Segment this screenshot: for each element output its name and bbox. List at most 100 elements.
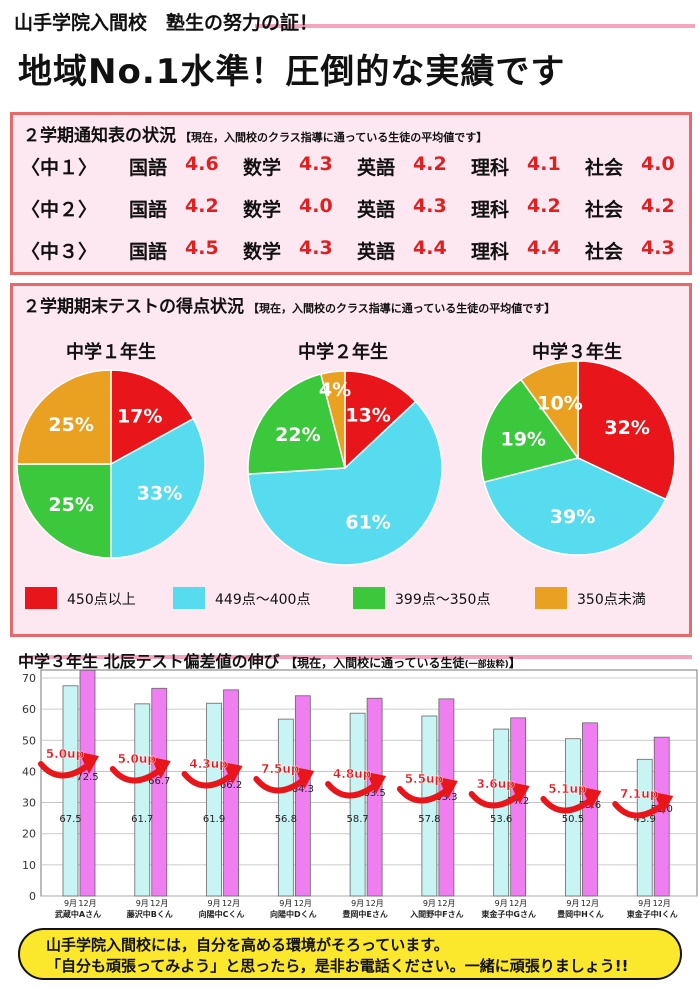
subject-name: 数学 <box>243 241 282 263</box>
grades-title: ２学期通知表の状況 【現在，入間校のクラス指導に通っている生徒の平均値です】 <box>23 121 487 146</box>
bar-value-label: 63.3 <box>435 792 457 803</box>
tests-title-text: ２学期期末テストの得点状況 <box>23 297 244 317</box>
bar-value-label: 53.6 <box>490 814 512 825</box>
subject-score: 4.2 <box>185 195 219 217</box>
pie-slice-label: 61% <box>345 511 390 533</box>
bar-sep <box>349 712 366 897</box>
subject-score: 4.3 <box>413 195 447 217</box>
pie-slice <box>247 400 443 566</box>
pie-slice-label: 22% <box>275 424 320 446</box>
legend-swatch-cyan <box>173 587 205 609</box>
gain-arrow <box>109 766 162 784</box>
bar-value-label: 66.2 <box>220 780 242 791</box>
bar-value-label: 66.7 <box>148 776 170 787</box>
x-series-label: 12月 <box>294 899 312 908</box>
pie-slice-label: 17% <box>117 405 162 427</box>
x-series-label: 9月 <box>208 899 221 908</box>
pie-title-3: 中学３年生 <box>532 342 622 363</box>
deviation-title-text: 中学３年生 北辰テスト偏差値の伸び <box>18 652 280 671</box>
gain-arrow-head <box>294 767 315 789</box>
pie-slice-label: 32% <box>604 417 649 439</box>
headline: 地域No.1水準！圧倒的な実績です <box>18 52 566 92</box>
pie-slice <box>110 369 195 466</box>
bar-value-label: 56.8 <box>275 814 297 825</box>
gain-arrow <box>325 781 378 799</box>
y-tick-label: 60 <box>22 703 36 716</box>
subject-score: 4.3 <box>641 237 675 259</box>
x-series-label: 12月 <box>78 899 96 908</box>
pie-slice <box>519 360 579 461</box>
footer-line-2: 「自分も頑張ってみよう」と思ったら，是非お電話ください。一緒に頑張りましょう!! <box>46 957 629 975</box>
pie-slice <box>577 360 676 501</box>
pie-slice-label: 25% <box>48 414 93 436</box>
subject-score: 4.2 <box>641 195 675 217</box>
bar-value-label: 64.3 <box>292 784 314 795</box>
subject-name: 英語 <box>357 157 396 179</box>
x-series-label: 12月 <box>653 899 671 908</box>
pie-slice <box>344 370 417 470</box>
grade-label: 〈中１〉 <box>21 157 98 179</box>
subject-score: 4.2 <box>527 195 561 217</box>
legend-label: 450点以上 <box>67 592 136 608</box>
x-series-label: 12月 <box>222 899 240 908</box>
pie-slice-label: 25% <box>48 494 93 516</box>
y-tick-label: 20 <box>22 828 36 841</box>
bar-value-label: 63.5 <box>363 788 385 799</box>
bar-sep <box>493 728 510 897</box>
subject-score: 4.0 <box>299 195 333 217</box>
tests-note: 【現在，入間校のクラス指導に通っている生徒の平均値です】 <box>248 302 556 315</box>
bar-value-label: 43.9 <box>634 814 656 825</box>
x-category-label: 向陽中Cくん <box>199 909 245 919</box>
x-series-label: 12月 <box>366 899 384 908</box>
bar-sep <box>206 702 222 897</box>
legend-label: 449点～400点 <box>215 592 311 608</box>
gain-label: 4.8up <box>333 767 372 781</box>
subject-score: 4.6 <box>185 153 219 175</box>
pie-slice-label: 39% <box>550 506 595 528</box>
deviation-note: 【現在，入間校に通っている生徒 <box>285 656 465 670</box>
pie-slice <box>247 373 346 475</box>
bar-dec <box>366 697 383 897</box>
x-category-label: 向陽中Dくん <box>270 909 317 919</box>
gain-arrow <box>38 761 90 779</box>
bar-sep <box>62 685 79 897</box>
bar-dec <box>653 736 670 897</box>
subject-score: 4.4 <box>413 237 447 259</box>
subject-name: 社会 <box>585 157 624 179</box>
bar-dec <box>151 687 168 897</box>
bar-value-label: 72.5 <box>76 772 98 783</box>
y-tick-label: 40 <box>22 765 36 778</box>
subject-name: 数学 <box>243 199 282 221</box>
gain-arrow-head <box>581 787 602 809</box>
gain-label: 5.1up <box>548 782 587 796</box>
pie-slice <box>483 457 667 556</box>
legend-swatch-red <box>25 587 57 609</box>
gain-arrow-head <box>509 782 530 804</box>
x-series-label: 9月 <box>64 899 77 908</box>
bar-value-label: 57.8 <box>418 814 440 825</box>
x-category-label: 東金子中Gさん <box>481 909 536 919</box>
subject-name: 理科 <box>471 199 510 221</box>
x-series-label: 12月 <box>509 899 527 908</box>
pie-slice-label: 13% <box>345 405 390 427</box>
subject-name: 数学 <box>243 157 282 179</box>
pie-slice <box>319 370 346 469</box>
subject-name: 国語 <box>129 241 168 263</box>
grade-row: 〈中１〉 国語 4.6 数学 4.3 英語 4.2 理科 4.1 社会 4.0 <box>21 153 683 183</box>
y-tick-label: 70 <box>22 672 36 685</box>
pie-slice-label: 33% <box>137 483 182 505</box>
y-tick-label: 10 <box>22 859 36 872</box>
x-category-label: 入間野中Fさん <box>409 909 463 919</box>
x-series-label: 9月 <box>279 899 292 908</box>
x-category-label: 豊岡中Eさん <box>342 909 387 919</box>
grades-panel: ２学期通知表の状況 【現在，入間校のクラス指導に通っている生徒の平均値です】 〈中… <box>10 112 692 275</box>
footer-line-1: 山手学院入間校には，自分を高める環境がそろっています。 <box>46 936 449 954</box>
pie-slice-label: 10% <box>537 393 582 415</box>
x-series-label: 9月 <box>638 899 651 908</box>
grade-label: 〈中３〉 <box>21 241 98 263</box>
subject-score: 4.5 <box>185 237 219 259</box>
gain-arrow-head <box>366 772 387 794</box>
x-category-label: 武蔵中Aさん <box>55 909 101 919</box>
x-series-label: 12月 <box>150 899 168 908</box>
